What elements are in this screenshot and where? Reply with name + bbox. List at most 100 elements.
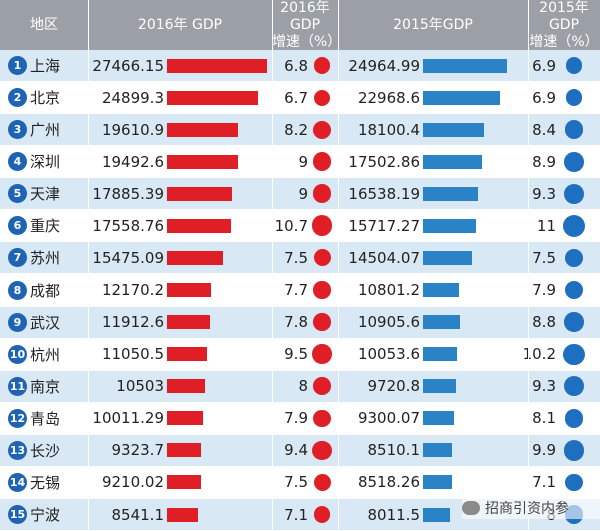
city-name: 宁波 bbox=[30, 506, 61, 524]
growth2015-label: 6.9 bbox=[532, 88, 556, 107]
gdp2015-label: 18100.4 bbox=[357, 120, 420, 139]
column-divider bbox=[528, 0, 529, 531]
table-row: 9 武汉 11912.6 7.8 10905.6 8.8 bbox=[0, 306, 600, 338]
growth2015-dot bbox=[563, 439, 585, 461]
gdp2015-bar bbox=[423, 283, 460, 298]
growth2016-label: 6.7 bbox=[284, 88, 308, 107]
gdp2016-bar bbox=[167, 379, 206, 394]
growth2015-label: 8.1 bbox=[532, 409, 556, 428]
city-cell: 5 天津 bbox=[8, 178, 88, 209]
city-name: 武汉 bbox=[30, 313, 61, 332]
city-cell: 14 无锡 bbox=[8, 467, 88, 498]
gdp2015-label: 15717.27 bbox=[348, 216, 420, 235]
table-row: 7 苏州 15475.09 7.5 14504.07 7.5 bbox=[0, 242, 600, 274]
table-row: 5 天津 17885.39 9 16538.19 9.3 bbox=[0, 178, 600, 210]
gdp2016-bar bbox=[167, 475, 201, 490]
city-name: 成都 bbox=[30, 281, 61, 300]
header-gdp2016: 2016年 GDP bbox=[88, 0, 272, 50]
growth2016-dot bbox=[313, 120, 331, 139]
growth2015-label: 8.4 bbox=[532, 120, 556, 139]
gdp2016-bar bbox=[167, 507, 199, 522]
growth2015-label: 9.3 bbox=[532, 184, 556, 203]
rank-badge: 13 bbox=[8, 440, 27, 460]
rank-badge: 2 bbox=[8, 88, 27, 108]
gdp2016-bar bbox=[167, 347, 208, 362]
growth2015-label: 11 bbox=[536, 216, 556, 235]
growth2016-label: 8.2 bbox=[284, 120, 308, 139]
rank-badge: 15 bbox=[8, 505, 27, 524]
gdp2015-label: 8011.5 bbox=[367, 505, 421, 524]
gdp2015-bar bbox=[423, 411, 455, 426]
gdp2015-bar bbox=[423, 250, 472, 265]
rank-badge: 10 bbox=[8, 344, 27, 364]
city-name: 杭州 bbox=[30, 345, 61, 364]
growth2016-label: 9.4 bbox=[284, 441, 308, 460]
growth2016-label: 9 bbox=[298, 152, 308, 171]
growth2016-label: 8 bbox=[298, 377, 308, 396]
growth2016-label: 7.5 bbox=[284, 473, 308, 492]
growth2016-dot bbox=[313, 281, 331, 299]
table-row: 11 南京 10503 8 9720.8 9.3 bbox=[0, 370, 600, 402]
table-row: 10 杭州 11050.5 9.5 10053.6 10.2 bbox=[0, 338, 600, 370]
gdp2016-label: 19492.6 bbox=[101, 152, 164, 171]
growth2016-label: 7.7 bbox=[284, 281, 308, 300]
header-growth2015: 2015年GDP 增速（%） bbox=[528, 0, 600, 50]
rank-badge: 6 bbox=[8, 216, 27, 236]
gdp2016-label: 9210.02 bbox=[101, 473, 164, 492]
header-region: 地区 bbox=[0, 0, 88, 50]
growth2015-label: 8.8 bbox=[532, 313, 556, 332]
city-name: 天津 bbox=[30, 185, 61, 204]
growth2016-dot bbox=[312, 184, 332, 204]
gdp2016-label: 17558.76 bbox=[92, 216, 164, 235]
growth2016-label: 7.9 bbox=[284, 409, 308, 428]
gdp2016-bar bbox=[167, 443, 201, 458]
growth2016-dot bbox=[313, 313, 331, 331]
city-cell: 15 宁波 bbox=[8, 499, 88, 530]
city-cell: 10 杭州 bbox=[8, 339, 88, 370]
gdp2015-bar bbox=[423, 315, 460, 330]
gdp2016-bar bbox=[167, 411, 204, 426]
growth2015-dot bbox=[563, 183, 585, 204]
growth2016-dot bbox=[313, 473, 331, 491]
gdp2015-label: 9300.07 bbox=[357, 409, 420, 428]
gdp2016-label: 24899.3 bbox=[101, 88, 164, 107]
growth2016-dot bbox=[313, 409, 331, 428]
watermark: 招商引资内参 bbox=[462, 497, 600, 519]
rank-badge: 8 bbox=[8, 280, 27, 300]
growth2015-dot bbox=[565, 249, 583, 267]
growth2015-label: 6.9 bbox=[532, 56, 556, 75]
growth2015-label: 9.3 bbox=[532, 377, 556, 396]
table-row: 6 重庆 17558.76 10.7 15717.27 11 bbox=[0, 210, 600, 242]
city-cell: 8 成都 bbox=[8, 274, 88, 305]
table-header: 地区 2016年 GDP 2016年GDP 增速（%） 2015年GDP 201… bbox=[0, 0, 600, 50]
gdp2016-bar bbox=[167, 186, 233, 201]
city-cell: 7 苏州 bbox=[8, 242, 88, 273]
growth2015-label: 10.2 bbox=[522, 345, 556, 364]
gdp2016-bar bbox=[167, 154, 238, 169]
gdp2015-bar bbox=[423, 122, 484, 137]
growth2015-dot bbox=[565, 473, 583, 492]
gdp2015-bar bbox=[423, 379, 456, 394]
gdp2015-label: 9720.8 bbox=[367, 377, 421, 396]
table-row: 14 无锡 9210.02 7.5 8518.26 7.1 bbox=[0, 466, 600, 498]
header-region-label: 地区 bbox=[30, 16, 58, 33]
growth2015-dot bbox=[564, 280, 584, 300]
growth2015-dot bbox=[563, 376, 585, 397]
city-cell: 12 青岛 bbox=[8, 403, 88, 434]
city-name: 深圳 bbox=[30, 153, 61, 172]
city-name: 青岛 bbox=[30, 409, 61, 428]
city-name: 重庆 bbox=[30, 217, 61, 236]
growth2015-dot bbox=[562, 214, 586, 238]
growth2015-label: 8.9 bbox=[532, 152, 556, 171]
gdp2016-label: 11912.6 bbox=[101, 313, 164, 332]
growth2015-dot bbox=[564, 312, 584, 332]
table-row: 1 上海 27466.15 6.8 24964.99 6.9 bbox=[0, 50, 600, 82]
gdp2016-label: 8541.1 bbox=[111, 505, 165, 524]
table-row: 8 成都 12170.2 7.7 10801.2 7.9 bbox=[0, 274, 600, 306]
rank-badge: 5 bbox=[8, 184, 27, 204]
city-name: 北京 bbox=[30, 89, 61, 108]
growth2015-label: 9.9 bbox=[532, 441, 556, 460]
city-cell: 2 北京 bbox=[8, 82, 88, 113]
growth2015-dot bbox=[565, 89, 583, 107]
